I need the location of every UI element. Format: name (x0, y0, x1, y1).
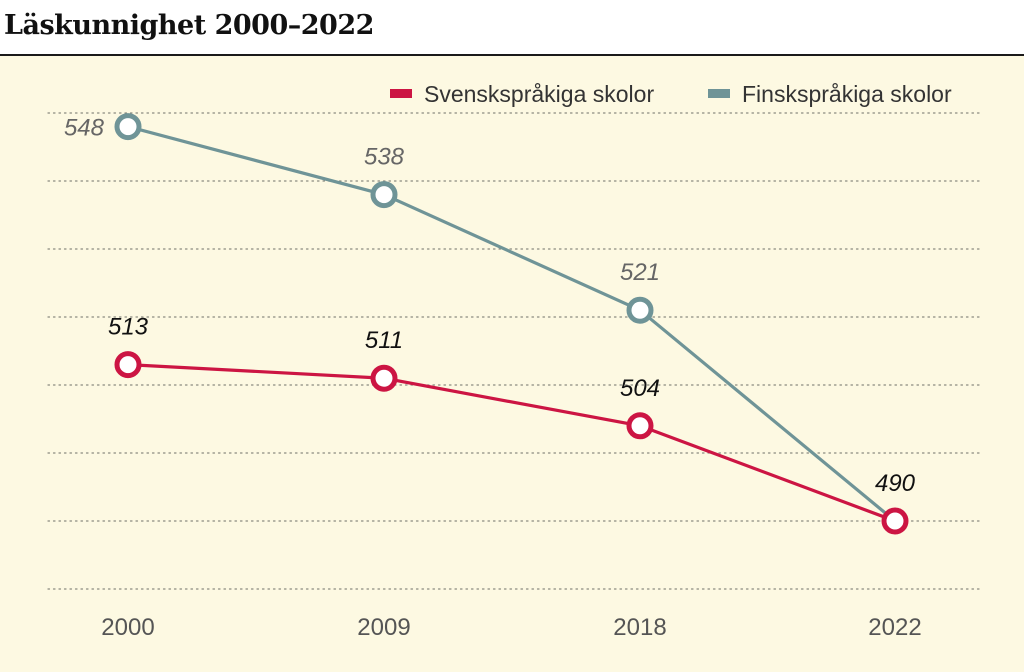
data-label-s0-0: 513 (108, 314, 149, 341)
point-s1-0 (114, 113, 142, 141)
x-tick-2009: 2009 (357, 614, 410, 641)
x-tick-2000: 2000 (101, 614, 154, 641)
legend-label-0: Svenskspråkiga skolor (424, 81, 654, 107)
point-s1-1 (370, 181, 398, 209)
chart-area: Svenskspråkiga skolor Finskspråkiga skolo… (0, 56, 1024, 672)
data-points (114, 113, 909, 535)
data-label-s0-2: 504 (620, 375, 660, 402)
point-s1-2 (626, 296, 654, 324)
series-lines (127, 125, 897, 523)
data-label-s1-1: 538 (364, 144, 405, 171)
series-line-0 (127, 363, 896, 523)
title-bar: Läskunnighet 2000–2022 (0, 0, 1024, 56)
series-line-1 (127, 125, 897, 523)
data-labels: 513 511 504 490 548 538 521 (64, 115, 916, 497)
data-label-s0-3: 490 (875, 470, 916, 497)
x-tick-2022: 2022 (868, 614, 921, 641)
point-s0-3 (881, 507, 909, 535)
point-s0-1 (370, 364, 398, 392)
gridlines (47, 112, 981, 590)
data-label-s0-1: 511 (365, 327, 403, 354)
legend-label-1: Finskspråkiga skolor (742, 81, 952, 107)
point-s0-0 (114, 351, 142, 379)
x-axis-ticks: 2000 2009 2018 2022 (101, 614, 921, 641)
point-s0-2 (626, 412, 654, 440)
x-tick-2018: 2018 (613, 614, 666, 641)
legend: Svenskspråkiga skolor Finskspråkiga skolo… (390, 81, 952, 107)
legend-swatch-0 (390, 89, 412, 98)
legend-swatch-1 (708, 89, 730, 98)
data-label-s1-2: 521 (620, 259, 660, 286)
data-label-s1-0: 548 (64, 115, 105, 142)
line-chart: Svenskspråkiga skolor Finskspråkiga skolo… (47, 81, 981, 641)
chart-title: Läskunnighet 2000–2022 (4, 10, 374, 41)
